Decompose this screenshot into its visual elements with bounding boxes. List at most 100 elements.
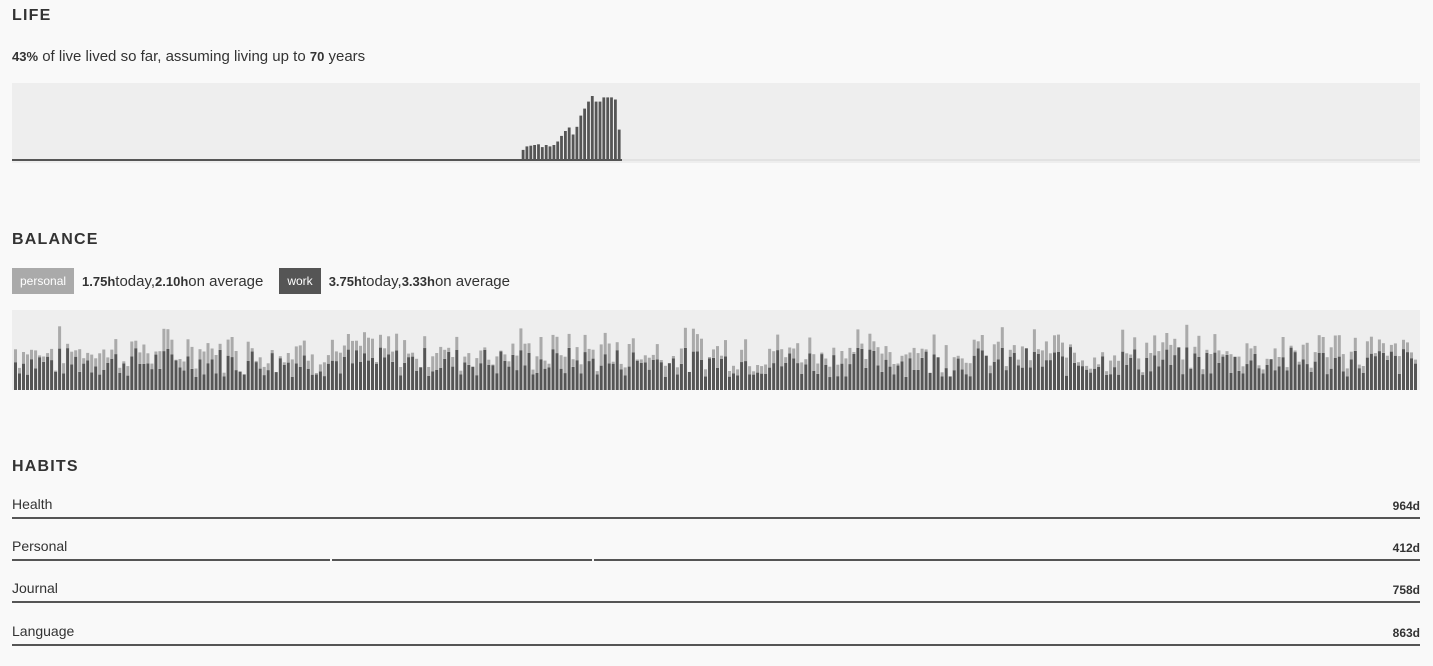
work-bar (306, 368, 310, 390)
personal-bar (840, 351, 844, 364)
habit-row[interactable]: Health 964d (12, 496, 1420, 520)
personal-bar (471, 366, 475, 367)
work-bar (18, 373, 21, 390)
habit-row[interactable]: Journal 758d (12, 580, 1420, 604)
personal-bar (555, 336, 559, 354)
work-bar (1289, 347, 1293, 390)
personal-bar (499, 350, 503, 352)
personal-tag[interactable]: personal (12, 268, 75, 294)
work-bar (772, 363, 776, 390)
personal-bar (1289, 345, 1293, 348)
personal-bar (1410, 352, 1413, 359)
personal-bar (134, 340, 138, 349)
personal-bar (651, 354, 655, 360)
personal-bar (856, 329, 860, 348)
work-bar (1313, 361, 1317, 390)
work-bar (683, 348, 687, 390)
work-bar (1149, 371, 1153, 390)
personal-bar (1253, 345, 1257, 354)
work-bar (1201, 374, 1205, 390)
habit-streak-segment (12, 601, 1420, 603)
personal-bar (515, 355, 519, 371)
work-bar (607, 363, 611, 390)
work-bar (1261, 373, 1265, 390)
work-bar (712, 358, 715, 390)
work-average: 3.33h (401, 273, 435, 289)
personal-bar (367, 337, 370, 361)
work-bar (535, 373, 539, 390)
work-bar (635, 360, 639, 390)
personal-bar (888, 352, 892, 367)
work-bar (968, 376, 972, 390)
personal-bar (1141, 372, 1145, 376)
life-bar (571, 134, 575, 159)
personal-bar (170, 339, 174, 355)
personal-bar (896, 363, 900, 366)
work-bar (792, 358, 796, 390)
personal-bar (547, 363, 551, 368)
work-bar (555, 353, 559, 390)
life-bar (590, 96, 594, 159)
personal-bar (30, 349, 33, 360)
personal-bar (1093, 357, 1097, 369)
work-bar (1129, 357, 1133, 390)
personal-bar (960, 358, 964, 370)
personal-bar (306, 360, 310, 369)
personal-bar (70, 351, 74, 365)
habit-streak-bar (12, 559, 1420, 561)
personal-bar (1149, 353, 1153, 372)
personal-bar (1117, 360, 1121, 375)
work-bar (1081, 366, 1084, 390)
work-bar (1016, 365, 1020, 390)
work-bar (671, 358, 675, 390)
personal-bar (740, 349, 744, 363)
work-bar (246, 360, 250, 390)
life-chart-svg (12, 96, 1420, 161)
personal-bar (1085, 365, 1089, 370)
work-bar (1145, 357, 1149, 390)
personal-bar (1277, 357, 1281, 367)
work-bar (748, 374, 752, 390)
work-bar (286, 362, 290, 390)
personal-bar (483, 347, 487, 350)
personal-bar (615, 342, 619, 351)
life-bar (567, 127, 571, 159)
habit-row[interactable]: Language 863d (12, 623, 1420, 647)
personal-average: 2.10h (155, 273, 189, 289)
work-bar (170, 354, 174, 390)
work-bar (611, 363, 615, 390)
work-bar (687, 372, 691, 390)
work-bar (764, 374, 768, 390)
work-bar (1265, 365, 1269, 390)
personal-bar (772, 351, 776, 364)
work-bar (94, 366, 98, 390)
work-bar (1141, 375, 1145, 390)
personal-bar (190, 346, 194, 369)
work-bar (888, 366, 892, 390)
work-bar (615, 350, 619, 390)
personal-bar (198, 349, 202, 360)
personal-bar (647, 357, 651, 370)
life-axis-lived (12, 159, 622, 161)
personal-bar (1036, 349, 1040, 354)
work-bar (547, 367, 551, 390)
work-bar (475, 375, 479, 390)
work-bar (836, 376, 840, 390)
work-bar (571, 367, 575, 390)
work-tag[interactable]: work (279, 268, 321, 294)
work-bar (732, 373, 735, 390)
personal-bar (1245, 343, 1249, 365)
personal-bar (876, 347, 880, 366)
work-average-label: on average (434, 272, 510, 290)
life-bar (560, 135, 563, 159)
work-bar (266, 370, 270, 390)
personal-bar (543, 360, 547, 369)
personal-bar (1032, 329, 1036, 352)
habit-row[interactable]: Personal 412d (12, 538, 1420, 562)
work-bar (1241, 373, 1245, 390)
personal-bar (246, 341, 250, 361)
personal-bar (704, 369, 707, 377)
work-bar (940, 376, 944, 390)
personal-bar (218, 343, 222, 350)
personal-bar (599, 344, 603, 366)
